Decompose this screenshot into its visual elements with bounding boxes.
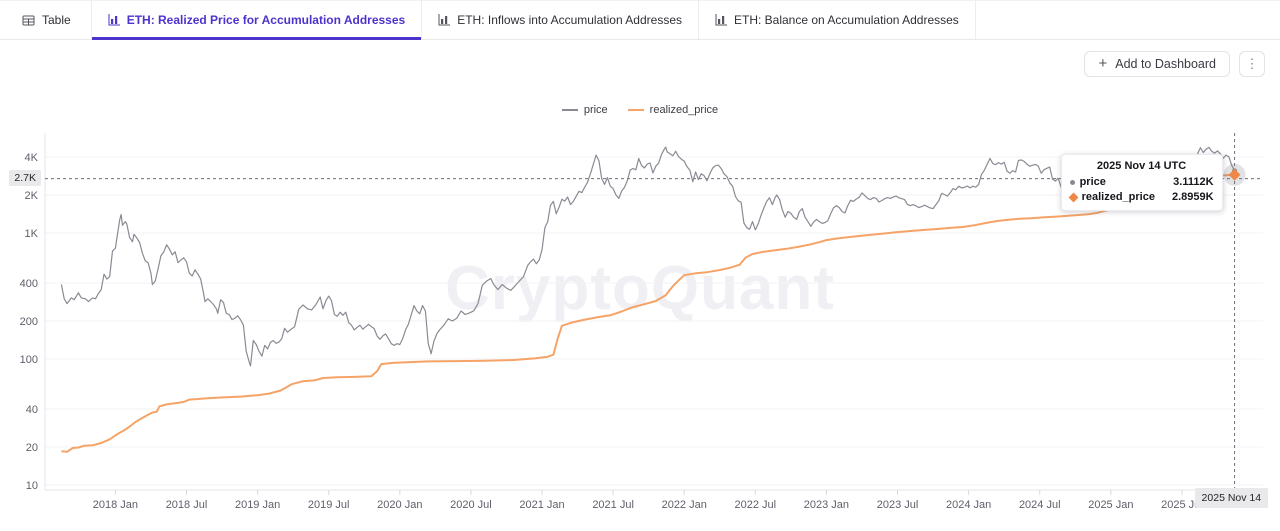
svg-text:2020 Jan: 2020 Jan [377, 499, 422, 511]
svg-text:2025 Jan: 2025 Jan [1088, 499, 1133, 511]
svg-text:200: 200 [20, 316, 38, 328]
svg-text:2021 Jul: 2021 Jul [592, 499, 634, 511]
tab-label: ETH: Balance on Accumulation Addresses [734, 13, 959, 27]
svg-text:10: 10 [26, 480, 38, 492]
svg-text:2018 Jul: 2018 Jul [166, 499, 208, 511]
add-to-dashboard-button[interactable]: + Add to Dashboard [1084, 51, 1230, 77]
svg-text:4K: 4K [25, 152, 39, 164]
tab-inflows[interactable]: ETH: Inflows into Accumulation Addresses [422, 1, 699, 39]
realized-price-line-swatch [627, 109, 644, 111]
svg-text:40: 40 [26, 404, 38, 416]
svg-text:2019 Jul: 2019 Jul [308, 499, 350, 511]
svg-text:2020 Jul: 2020 Jul [450, 499, 492, 511]
svg-text:400: 400 [20, 278, 38, 290]
add-to-dashboard-label: Add to Dashboard [1115, 57, 1216, 71]
tab-label: ETH: Inflows into Accumulation Addresses [457, 13, 682, 27]
chart-legend: price realized_price [0, 104, 1280, 116]
price-line-swatch [561, 109, 578, 111]
legend-label: realized_price [649, 104, 719, 116]
price-marker-icon [1069, 179, 1075, 185]
chart-icon [438, 14, 451, 26]
price-chart: CryptoQuant price realized_price 4K 2K 1K 4… [0, 95, 1280, 531]
tooltip-row-realized-price: realized_price 2.8959K [1068, 190, 1214, 205]
svg-text:2022 Jan: 2022 Jan [662, 499, 707, 511]
chart-icon [715, 14, 727, 26]
tab-table[interactable]: Table [0, 1, 92, 39]
cryptoquant-watermark: CryptoQuant [445, 254, 835, 323]
tab-realized-price[interactable]: ETH: Realized Price for Accumulation Add… [91, 1, 423, 40]
svg-text:2022 Jul: 2022 Jul [735, 499, 777, 511]
svg-text:2018 Jan: 2018 Jan [93, 499, 138, 511]
crosshair-y-label: 2.7K [9, 169, 41, 186]
legend-item-realized-price[interactable]: realized_price [627, 104, 719, 116]
svg-text:2023 Jul: 2023 Jul [877, 499, 919, 511]
tooltip-series-value: 2.8959K [1171, 190, 1214, 203]
tooltip-date: 2025 Nov 14 UTC [1096, 159, 1187, 172]
chart-icon [108, 14, 120, 26]
svg-text:100: 100 [20, 354, 38, 366]
table-icon [22, 14, 35, 27]
more-options-button[interactable]: ⋮ [1239, 51, 1265, 77]
legend-label: price [583, 104, 608, 116]
svg-text:2K: 2K [25, 190, 39, 202]
svg-text:20: 20 [26, 442, 38, 454]
crosshair-x-label: 2025 Nov 14 [1194, 488, 1269, 508]
tab-balance[interactable]: ETH: Balance on Accumulation Addresses [699, 1, 976, 39]
tab-label: Table [42, 13, 71, 27]
tooltip-series-label: realized_price [1081, 190, 1155, 203]
tooltip-row-price: price 3.1112K [1069, 175, 1214, 190]
plus-icon: + [1098, 55, 1108, 72]
svg-text:2024 Jan: 2024 Jan [946, 499, 991, 511]
svg-text:2021 Jan: 2021 Jan [519, 499, 564, 511]
tab-bar: Table ETH: Realized Price for Accumulati… [0, 0, 1280, 40]
tooltip-series-label: price [1079, 175, 1106, 188]
svg-text:1K: 1K [25, 228, 39, 240]
realized-price-marker-icon [1068, 192, 1079, 203]
chart-tooltip: 2025 Nov 14 UTC price 3.1112K realized_p… [1060, 153, 1223, 211]
svg-text:2019 Jan: 2019 Jan [235, 499, 280, 511]
svg-text:2025 Jul: 2025 Jul [1161, 499, 1203, 511]
svg-text:2023 Jan: 2023 Jan [804, 499, 849, 511]
tab-label: ETH: Realized Price for Accumulation Add… [126, 13, 406, 27]
chart-plot-area[interactable]: 4K 2K 1K 400 200 100 40 20 10 2018 Jan 2018 Jul 201… [0, 95, 1280, 531]
svg-text:2024 Jul: 2024 Jul [1019, 499, 1061, 511]
kebab-icon: ⋮ [1245, 56, 1259, 71]
tooltip-series-value: 3.1112K [1173, 175, 1214, 188]
legend-item-price[interactable]: price [561, 104, 608, 116]
chart-toolbar: + Add to Dashboard ⋮ [1084, 51, 1265, 77]
